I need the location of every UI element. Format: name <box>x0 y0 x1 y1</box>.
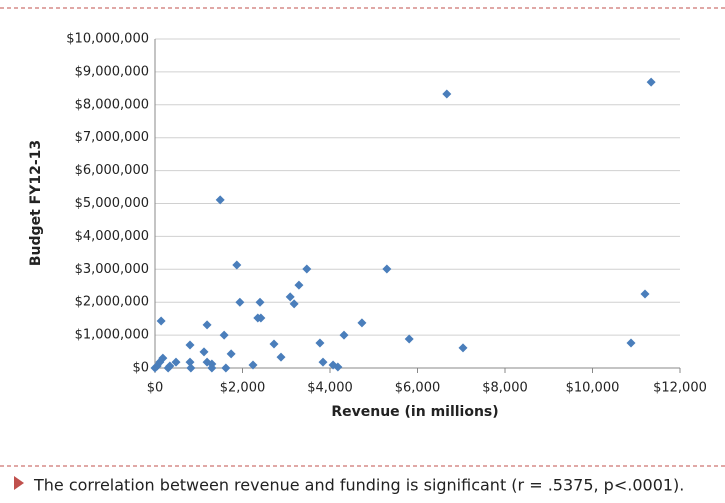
point <box>232 260 242 270</box>
point <box>202 320 212 330</box>
point <box>165 361 175 371</box>
point <box>207 363 217 373</box>
bullet <box>14 476 24 490</box>
y-tick-label: $10,000,000 <box>66 32 149 47</box>
point <box>333 362 343 372</box>
point <box>221 363 231 373</box>
point <box>235 297 245 307</box>
point <box>315 338 325 348</box>
point <box>226 349 236 359</box>
y-tick-label: $1,000,000 <box>75 328 149 343</box>
x-tick-label: $12,000 <box>653 381 707 396</box>
point <box>458 343 468 353</box>
point <box>640 289 650 299</box>
y-tick-label: $4,000,000 <box>75 229 149 244</box>
x-tick-label: $8,000 <box>482 381 528 396</box>
point <box>199 347 209 357</box>
point <box>302 264 312 274</box>
point <box>276 352 286 362</box>
y-axis-label: Budget FY12-13 <box>28 140 44 266</box>
y-tick-label: $0 <box>132 361 149 376</box>
x-tick-label: $0 <box>147 381 164 396</box>
point <box>339 330 349 340</box>
y-tick-label: $5,000,000 <box>75 196 149 211</box>
point <box>185 357 195 367</box>
point <box>248 360 258 370</box>
point <box>442 89 452 99</box>
y-tick-label: $9,000,000 <box>75 64 149 79</box>
point <box>294 280 304 290</box>
point <box>285 292 295 302</box>
y-tick-label: $2,000,000 <box>75 295 149 310</box>
x-tick-label: $2,000 <box>220 381 266 396</box>
point <box>171 357 181 367</box>
point <box>646 77 656 87</box>
x-tick-label: $10,000 <box>566 381 620 396</box>
point <box>382 264 392 274</box>
point <box>219 330 229 340</box>
point <box>186 363 196 373</box>
footer-text: The correlation between revenue and fund… <box>33 476 684 495</box>
point <box>185 340 195 350</box>
y-tick-label: $3,000,000 <box>75 262 149 277</box>
x-tick-label: $6,000 <box>395 381 441 396</box>
point <box>626 338 636 348</box>
y-tick-label: $8,000,000 <box>75 97 149 112</box>
point <box>269 339 279 349</box>
point <box>156 316 166 326</box>
x-axis-label: Revenue (in millions) <box>331 404 498 420</box>
y-tick-label: $6,000,000 <box>75 163 149 178</box>
point <box>318 357 328 367</box>
x-tick-label: $4,000 <box>307 381 353 396</box>
point <box>289 299 299 309</box>
point <box>404 334 414 344</box>
point <box>256 313 266 323</box>
y-tick-label: $7,000,000 <box>75 130 149 145</box>
point <box>215 195 225 205</box>
point <box>158 353 168 363</box>
point <box>255 297 265 307</box>
point <box>357 318 367 328</box>
